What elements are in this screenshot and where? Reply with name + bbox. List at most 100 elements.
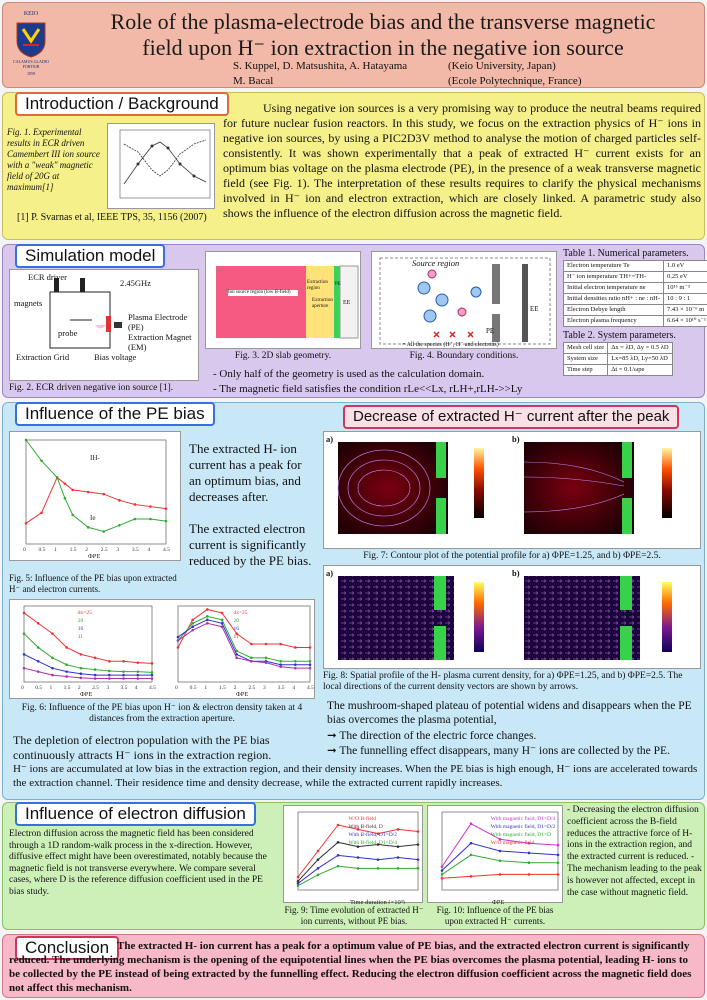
table1-row: Electron temperature Te 1.0 eV [562,259,707,272]
intro-title: Introduction / Background [15,92,229,116]
data-point [235,656,238,660]
data-point [264,661,268,664]
data-point [469,875,473,878]
data-point [176,639,180,642]
bullet-2: ➞ The funnelling effect disappears, many… [327,744,670,758]
pe-text-2: The extracted electron current is signif… [189,521,312,568]
fig2-pe-label: Plasma Electrode (PE) [128,312,188,332]
fig2-grid-label: Extraction Grid [16,352,70,362]
fig6-left-panel: dx=25 20 16 11 0 0.5 1 1.5 2 2.5 3 3.5 4 4.5 ΦPE [21,605,156,698]
fig2-ecr-label: ECR driver [28,272,67,282]
table2-title: Table 2. System parameters. [563,330,676,341]
legend-entry: 20 [233,618,239,624]
legend-entry: dx=25 [233,610,247,616]
data-point [65,646,68,649]
x-tick-label: 2 [78,685,81,691]
table1-value: 10¹⁶ m⁻³ [663,281,707,294]
affiliation-2: (Ecole Polytechnique, France) [448,75,582,87]
series-label-ie: Ie [90,514,95,522]
fig5-chart: 0 0.5 1 1.5 2 2.5 3 3.5 4 4.5 ΦPE IH- Ie [9,431,181,561]
legend-entry: dx=25 [78,610,92,616]
fig2-bias-label: Bias voltage [94,352,137,362]
x-tick-label: 2.5 [101,547,108,553]
data-point [191,621,194,625]
title-line-1: Role of the plasma-electrode bias and th… [110,9,656,34]
data-point [308,659,312,663]
x-tick-label: 0.5 [39,547,46,553]
series-line [23,633,153,673]
data-point [36,621,40,625]
data-point [279,642,282,646]
title-line-2: field upon H⁻ ion extraction in the nega… [142,35,624,60]
data-point [118,499,121,502]
data-point [136,670,140,673]
legend-entry: W/O magnetic field [491,839,535,846]
x-tick-label: 1.5 [64,685,71,691]
data-point [40,511,43,515]
plot-area [23,605,153,683]
fig3-caption: Fig. 3. 2D slab geometry. [234,351,332,361]
table1-param: Initial electron temperature ne [562,281,665,294]
series-line [23,612,153,664]
data-point [556,853,560,857]
authors-2: M. Bacal [233,75,274,87]
data-point [498,849,502,853]
data-point [63,482,67,485]
table1-value: 6.64 × 10¹⁰ s⁻¹ [663,314,707,327]
data-point [136,677,140,680]
data-point [65,663,68,667]
data-point [63,496,67,500]
fig7-caption: Fig. 7: Contour plot of the potential pr… [363,551,661,561]
data-point [294,659,297,663]
x-tick-label: 0 [21,685,24,691]
fig9-caption: Fig. 9: Time evolution of extracted H⁻ i… [284,905,424,926]
data-point [336,823,340,827]
data-point [376,832,380,835]
data-point [556,843,560,847]
data-point [220,618,224,622]
data-point [176,646,180,649]
data-point [296,882,300,885]
fig3-region-label: Ion source region (low B-field) [228,290,298,296]
data-point [279,665,282,669]
x-tick-label: 0.5 [190,685,197,691]
intro-body: Using negative ion sources is a very pro… [223,101,701,220]
diffusion-panel: Influence of electron diffusion Electron… [2,802,705,930]
fig4-legend: = All the species (H⁺, H⁻ and electrons) [402,342,499,348]
data-point [294,646,297,649]
x-tick-label: 2.5 [92,685,99,691]
legend-entry: 16 [233,626,239,632]
fig4-source-label: Source region [412,258,460,268]
fig2-magnets-label: magnets [14,298,43,308]
fig7-label-b: b) [512,434,520,444]
data-point [440,877,444,880]
legend-entry: W/O B-field [348,815,376,822]
table1-row: Electron Debye length 7.43 × 10⁻⁶ m [562,303,707,316]
fig2-freq-label: 2.45GHz [120,278,151,288]
data-point [308,646,312,649]
authors-1: S. Kuppel, D. Matsushita, A. Hatayama [233,60,408,72]
data-point [122,677,125,680]
x-tick-label: 4 [292,685,295,691]
data-point [416,830,420,833]
intro-panel: Introduction / Background Fig. 1. Experi… [2,92,705,240]
arrow-icon: ➞ [327,730,340,742]
data-point [102,530,106,533]
data-point [498,838,502,841]
diffusion-right: - Decreasing the electron diffusion coef… [567,805,702,898]
data-point [279,663,282,667]
fig6-caption: Fig. 6: Influence of the PE bias upon H⁻… [21,703,303,724]
data-point [296,880,300,883]
table1-param: Initial densities ratio nH+ : ne : nH- [562,292,665,305]
data-point [296,884,300,887]
conclusion-title: Conclusion [15,936,120,960]
fig3-ee-label: EE [343,300,351,306]
fig8-caption: Fig. 8: Spatial profile of the H- plasma… [323,671,683,692]
fig2-diagram: ECR driver 2.45GHz magnets probe Plasma … [9,269,199,381]
table1: Table 1. Numerical parameters. Electron … [562,248,707,327]
x-tick-label: 2.5 [248,685,255,691]
sim-title: Simulation model [15,244,166,268]
x-tick-label: 3 [116,547,119,553]
data-point [396,856,400,859]
data-point [136,661,140,664]
